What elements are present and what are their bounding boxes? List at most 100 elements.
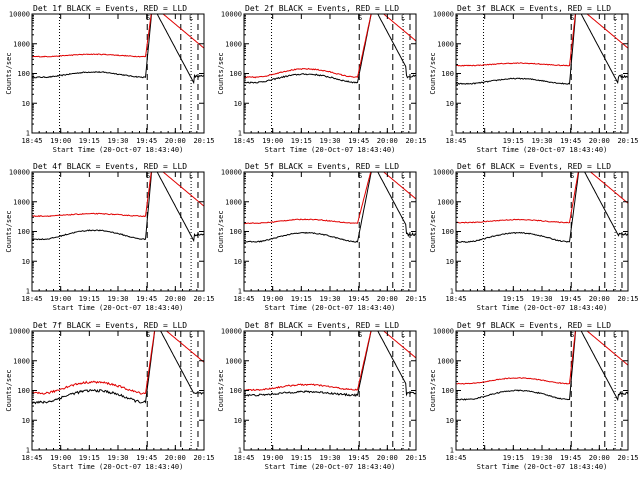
- x-tick-label: 19:15: [291, 137, 312, 145]
- x-tick-label: 20:15: [405, 137, 426, 145]
- y-tick-label: 1: [238, 288, 242, 296]
- x-tick-label: 18:45: [233, 454, 254, 462]
- x-tick-label: 19:30: [107, 137, 128, 145]
- x-tick-label: 19:30: [531, 295, 552, 303]
- x-tick-label: 18:45: [21, 454, 42, 462]
- lld-series-line: [32, 331, 204, 395]
- marker-l-label: L: [401, 331, 405, 339]
- y-tick-label: 1: [450, 130, 454, 138]
- x-axis-label: Start Time (20-Oct-07 18:43:40): [53, 463, 184, 471]
- events-series-line: [456, 14, 628, 85]
- y-tick-label: 1000: [13, 40, 30, 48]
- panel-title: Det 9f BLACK = Events, RED = LLD: [457, 321, 611, 330]
- marker-s-label: S: [358, 14, 362, 22]
- x-tick-label: 19:45: [560, 295, 581, 303]
- x-tick-label: 20:15: [617, 295, 638, 303]
- x-tick-label: 19:45: [348, 295, 369, 303]
- y-tick-label: 1000: [13, 198, 30, 206]
- panel-title: Det 7f BLACK = Events, RED = LLD: [33, 321, 187, 330]
- y-tick-label: 10000: [9, 11, 30, 19]
- y-tick-label: 10000: [221, 11, 242, 19]
- plot-frame: [31, 171, 205, 292]
- x-tick-label: 19:15: [503, 454, 524, 462]
- x-axis-label: Start Time (20-Oct-07 18:43:40): [53, 304, 184, 312]
- y-tick-label: 10000: [9, 169, 30, 177]
- x-tick-label: 20:15: [617, 454, 638, 462]
- y-tick-label: 10: [446, 100, 454, 108]
- x-tick-label: 19:15: [503, 295, 524, 303]
- marker-l-label: L: [189, 172, 193, 180]
- y-tick-label: 1: [26, 130, 30, 138]
- x-tick-label: 20:00: [589, 137, 610, 145]
- x-tick-label: 19:30: [107, 295, 128, 303]
- y-tick-label: 100: [441, 387, 454, 395]
- y-tick-label: 10000: [221, 328, 242, 336]
- y-axis-label: Counts/sec: [217, 369, 225, 411]
- y-tick-label: 1: [238, 447, 242, 455]
- x-tick-label: 20:00: [589, 454, 610, 462]
- x-tick-label: 19:15: [291, 295, 312, 303]
- x-tick-label: 19:45: [136, 295, 157, 303]
- x-tick-label: 19:15: [503, 137, 524, 145]
- marker-s-label: S: [570, 14, 574, 22]
- panel-title: Det 5f BLACK = Events, RED = LLD: [245, 162, 399, 171]
- y-tick-label: 10: [446, 258, 454, 266]
- x-tick-label: 18:45: [21, 295, 42, 303]
- x-tick-label: 19:00: [262, 137, 283, 145]
- y-tick-label: 100: [229, 387, 242, 395]
- events-series-line: [32, 172, 204, 243]
- x-axis-label: Start Time (20-Oct-07 18:43:40): [477, 463, 608, 471]
- y-tick-label: 10: [22, 100, 30, 108]
- y-tick-label: 100: [17, 228, 30, 236]
- lld-series-line: [456, 172, 628, 224]
- y-tick-label: 10000: [9, 328, 30, 336]
- y-tick-label: 10: [234, 258, 242, 266]
- marker-s-label: S: [146, 172, 150, 180]
- marker-s-label: S: [146, 14, 150, 22]
- y-tick-label: 1: [26, 288, 30, 296]
- x-tick-label: 18:45: [21, 137, 42, 145]
- events-series-line: [244, 331, 416, 398]
- y-tick-label: 10: [234, 417, 242, 425]
- x-tick-label: 19:30: [319, 137, 340, 145]
- x-tick-label: 18:45: [445, 295, 466, 303]
- x-tick-label: 20:15: [617, 137, 638, 145]
- y-tick-label: 10000: [221, 169, 242, 177]
- x-tick-label: 19:15: [79, 137, 100, 145]
- y-axis-label: Counts/sec: [5, 52, 13, 94]
- x-tick-label: 19:45: [348, 137, 369, 145]
- x-tick-label: 20:15: [193, 137, 214, 145]
- x-tick-label: 19:00: [262, 454, 283, 462]
- x-tick-label: 19:30: [319, 454, 340, 462]
- x-tick-label: 20:00: [165, 454, 186, 462]
- y-tick-label: 100: [441, 70, 454, 78]
- x-tick-label: 20:00: [165, 137, 186, 145]
- x-tick-label: 19:45: [136, 137, 157, 145]
- x-axis-label: Start Time (20-Oct-07 18:43:40): [53, 146, 184, 154]
- y-tick-label: 1000: [225, 198, 242, 206]
- x-tick-label: 19:30: [531, 454, 552, 462]
- x-tick-label: 20:15: [193, 295, 214, 303]
- panel-title: Det 8f BLACK = Events, RED = LLD: [245, 321, 399, 330]
- x-tick-label: 19:45: [560, 137, 581, 145]
- events-series-line: [456, 172, 628, 243]
- y-tick-label: 10: [234, 100, 242, 108]
- x-tick-label: 19:15: [79, 295, 100, 303]
- x-tick-label: 20:15: [405, 454, 426, 462]
- y-tick-label: 1000: [13, 357, 30, 365]
- marker-s-label: S: [570, 331, 574, 339]
- marker-l-label: L: [189, 14, 193, 22]
- panel-title: Det 6f BLACK = Events, RED = LLD: [457, 162, 611, 171]
- x-tick-label: 18:45: [233, 295, 254, 303]
- x-tick-label: 19:45: [348, 454, 369, 462]
- plot-frame: [455, 171, 629, 292]
- y-axis-label: Counts/sec: [429, 210, 437, 252]
- lld-series-line: [32, 172, 204, 218]
- marker-s-label: S: [358, 331, 362, 339]
- y-tick-label: 10000: [433, 169, 454, 177]
- lld-series-line: [456, 14, 628, 67]
